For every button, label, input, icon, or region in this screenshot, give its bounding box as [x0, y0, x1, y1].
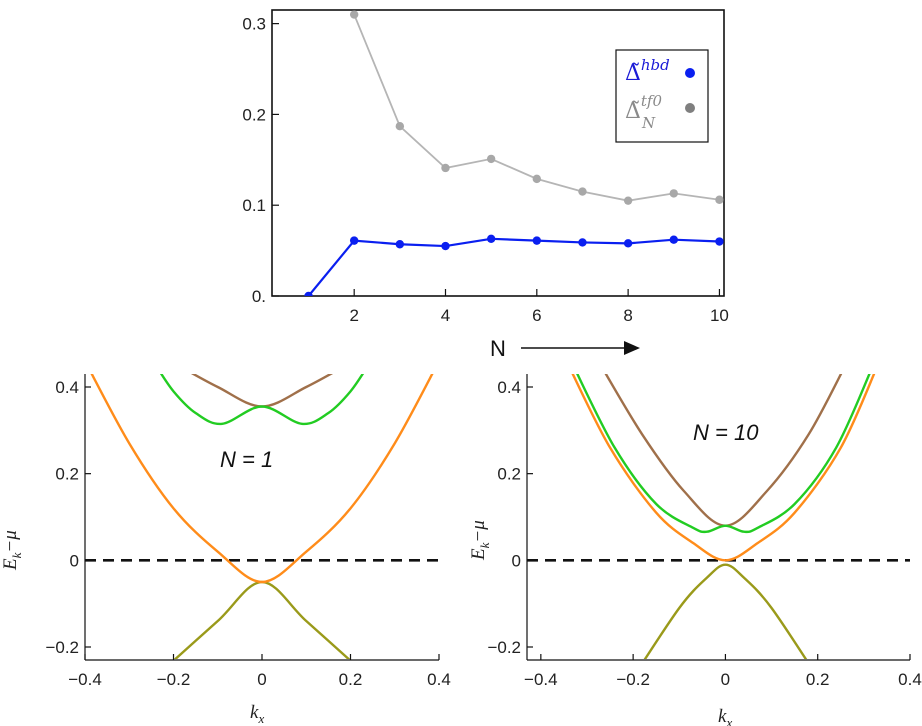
top-plot-frame: [271, 9, 725, 297]
bl-ytick-label-1: 0: [70, 551, 79, 570]
br-xtick-label-4: 0.4: [898, 670, 922, 689]
legend-item-tf0-base: Δ̃: [625, 99, 641, 124]
top-chart: 2 4 6 8 100.0.10.20.3 Δ̃hbd Δ̃tf0 N N: [242, 9, 729, 361]
top-ticks: 2 4 6 8 10 0. 0.1 0.2 0.3: [242, 15, 729, 325]
bl-band-orange: [90, 374, 434, 584]
top-xtick-label-2: 2: [349, 306, 358, 325]
br-ytick-label-3: 0.4: [497, 378, 521, 397]
top-xlabel: N: [490, 336, 506, 361]
top-series-0-point-6: [532, 236, 542, 245]
top-series-1-point-9: [669, 189, 678, 198]
top-series-1-point-6: [532, 174, 542, 184]
top-series-0-point-7: [578, 238, 587, 247]
br-ytick-label-1: 0: [512, 551, 521, 570]
legend-item-tf0-sub: N: [641, 114, 656, 132]
bl-ylabel-sub: k: [9, 552, 24, 558]
n-arrow-head: [624, 341, 640, 355]
br-xlabel: kx: [718, 706, 732, 726]
top-xtick-label-6: 6: [532, 306, 541, 325]
top-ytick-label-2: 0.2: [242, 105, 266, 124]
top-series-0-point-5: [486, 234, 496, 243]
br-xtick-label-1: −0.2: [616, 670, 650, 689]
bl-ytick-label-0: −0.2: [45, 638, 79, 657]
bl-xlabel: kx: [250, 702, 264, 726]
top-xtick-label-8: 8: [623, 306, 632, 325]
bl-ytick-label-2: 0.2: [55, 465, 79, 484]
bl-xlabel-base: k: [250, 702, 259, 723]
bottom-right-chart: −0.4 −0.2 0 0.2 0.4−0.200.20.4 N = 10 kx Ek−…: [468, 374, 922, 726]
legend-item-tf0: Δ̃tf0 N: [625, 92, 662, 132]
bl-ylabel-base: E: [0, 558, 21, 571]
top-series-1-point-5: [486, 154, 496, 164]
top-xtick-label-10: 10: [710, 306, 729, 325]
legend-item-hbd: Δ̃hbd: [625, 56, 670, 86]
br-band-green: [576, 374, 871, 534]
top-series-0-point-2: [349, 236, 359, 245]
bl-band-green: [159, 374, 365, 426]
legend-item-tf0-sup: tf0: [641, 92, 663, 110]
br-bands: [527, 374, 910, 659]
br-ylabel: Ek−μ: [468, 520, 492, 561]
bl-ytick-label-3: 0.4: [55, 378, 79, 397]
legend-marker-hbd: [685, 68, 695, 78]
top-series-1-point-8: [623, 196, 633, 205]
br-ticks: −0.4 −0.2 0 0.2 0.4−0.200.20.4: [487, 378, 921, 689]
bl-annotation: N = 1: [220, 447, 273, 472]
br-ytick-label-0: −0.2: [487, 638, 521, 657]
bl-ylabel-tail: −μ: [0, 530, 21, 552]
top-series-0-point-3: [395, 240, 405, 249]
br-annotation: N = 10: [693, 420, 759, 445]
bl-ticks: −0.4 −0.2 0 0.2 0.4 −0.2 0 0.2 0.4: [45, 378, 450, 689]
br-xtick-label-3: 0.2: [806, 670, 830, 689]
legend-item-hbd-sup: hbd: [641, 56, 670, 74]
top-series-0-point-10: [715, 237, 724, 246]
br-ylabel-sub: k: [477, 542, 492, 548]
br-xtick-label-2: 0: [721, 670, 730, 689]
bl-xtick-label-2: 0: [257, 670, 266, 689]
top-series-1-point-4: [441, 163, 450, 173]
top-ytick-label-3: 0.3: [242, 15, 266, 34]
top-series-1-point-3: [395, 122, 405, 131]
top-series: [304, 10, 724, 296]
top-ytick-label-1: 0.1: [242, 196, 266, 215]
bl-xtick-label-4: 0.4: [427, 670, 451, 689]
br-ytick-label-2: 0.2: [497, 465, 521, 484]
top-series-line-0: [307, 237, 720, 296]
bl-xtick-label-3: 0.2: [339, 670, 363, 689]
top-legend: Δ̃hbd Δ̃tf0 N: [615, 49, 709, 143]
bl-ylabel: Ek−μ: [0, 530, 24, 571]
top-xtick-label-4: 4: [441, 306, 450, 325]
br-xlabel-sub: x: [725, 715, 732, 726]
legend-marker-tf0: [685, 103, 695, 113]
top-series-0-point-1: [304, 291, 313, 296]
br-band-brown: [604, 374, 843, 527]
br-ylabel-tail: −μ: [468, 520, 489, 542]
bl-xtick-label-1: −0.2: [157, 670, 191, 689]
bl-bands: [85, 374, 439, 659]
legend-item-hbd-base: Δ̃: [625, 61, 641, 86]
br-band-orange: [571, 374, 876, 562]
bl-band-brown: [190, 374, 334, 408]
top-series-1-point-2: [349, 10, 359, 19]
bottom-left-chart: −0.4 −0.2 0 0.2 0.4−0.200.20.4 N = 1 kx Ek−μ: [0, 374, 451, 726]
bl-xlabel-sub: x: [257, 711, 264, 726]
br-xtick-label-0: −0.4: [524, 670, 558, 689]
top-series-0-point-4: [441, 241, 450, 251]
bl-xtick-label-0: −0.4: [68, 670, 102, 689]
br-band-olive: [643, 563, 808, 659]
br-xlabel-base: k: [718, 706, 727, 726]
legend-box: [615, 49, 709, 143]
br-ylabel-base: E: [468, 548, 489, 561]
top-series-1-point-10: [715, 195, 724, 204]
top-series-0-point-8: [623, 239, 633, 248]
top-ytick-label-0: 0.: [252, 287, 266, 306]
top-series-1-point-7: [578, 187, 587, 196]
top-series-0-point-9: [669, 235, 678, 244]
